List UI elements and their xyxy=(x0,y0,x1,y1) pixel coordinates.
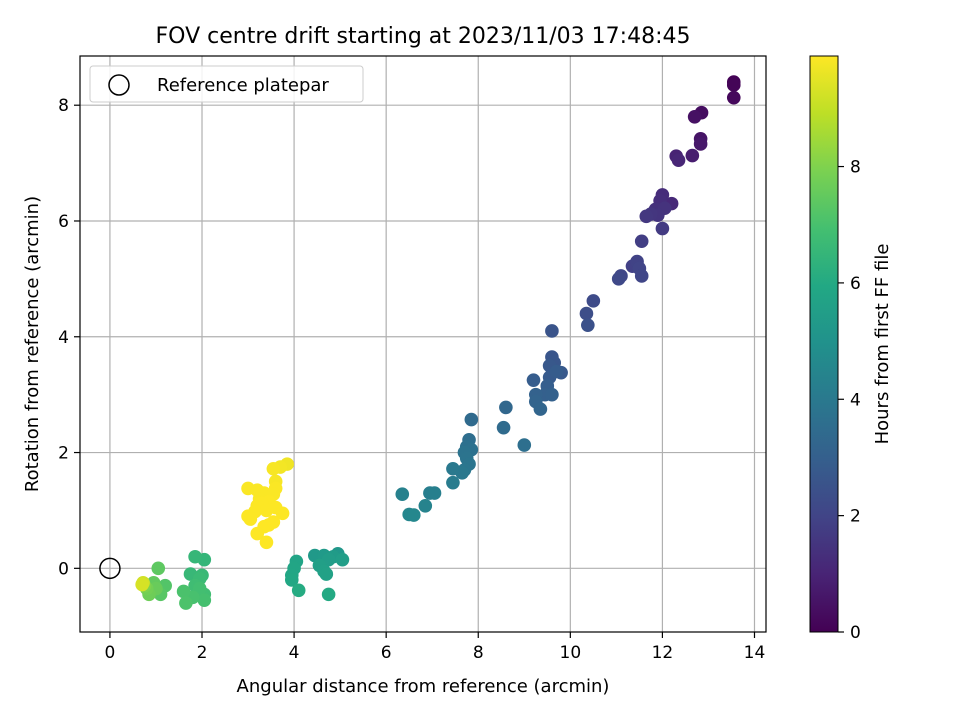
scatter-point xyxy=(545,387,559,402)
x-tick-label: 2 xyxy=(197,643,208,663)
scatter-point xyxy=(496,420,511,435)
scatter-point xyxy=(464,412,479,427)
legend-marker-icon xyxy=(108,74,130,96)
scatter-point xyxy=(151,561,166,576)
scatter-point xyxy=(671,153,686,168)
y-tick-label: 4 xyxy=(58,328,69,348)
scatter-point xyxy=(634,234,649,249)
scatter-point xyxy=(499,400,513,415)
scatter-point xyxy=(197,593,212,607)
scatter-point xyxy=(526,373,541,387)
scatter-point xyxy=(655,221,670,236)
scatter-point xyxy=(179,596,193,610)
scatter-point xyxy=(549,364,564,379)
scatter-point xyxy=(406,508,421,522)
colorbar-ticks: 0 2 4 6 8 xyxy=(838,158,861,643)
colorbar-tick-label: 8 xyxy=(850,158,861,178)
scatter-point xyxy=(726,90,741,105)
scatter-point xyxy=(579,306,594,321)
plot-frame xyxy=(79,55,767,633)
scatter-point xyxy=(427,486,442,500)
scatter-points xyxy=(135,75,741,610)
y-tick-label: 0 xyxy=(58,559,69,579)
scatter-point xyxy=(726,78,741,92)
scatter-point xyxy=(243,512,258,526)
chart-title: FOV centre drift starting at 2023/11/03 … xyxy=(156,24,691,49)
scatter-point xyxy=(266,461,281,476)
x-axis-ticks: 0 2 4 6 8 10 12 14 xyxy=(105,632,766,663)
colorbar-gradient xyxy=(809,55,839,633)
reference-platepar-marker xyxy=(99,557,121,580)
colorbar-tick-label: 4 xyxy=(850,390,861,410)
colorbar-tick-label: 0 xyxy=(850,623,861,643)
scatter-point xyxy=(687,109,702,124)
scatter-point xyxy=(291,583,306,598)
colorbar: 0 2 4 6 8 Hours from first FF file xyxy=(809,55,893,643)
scatter-point xyxy=(611,272,626,286)
x-tick-label: 10 xyxy=(560,643,582,663)
scatter-point xyxy=(418,499,433,513)
scatter-point xyxy=(545,324,559,338)
scatter-point xyxy=(250,526,265,541)
scatter-point xyxy=(634,269,649,283)
x-tick-label: 12 xyxy=(652,643,674,663)
legend: Reference platepar xyxy=(89,65,364,103)
scatter-point xyxy=(446,475,460,490)
scatter-point xyxy=(321,587,336,602)
scatter-point xyxy=(284,573,299,587)
scatter-point xyxy=(335,552,350,567)
scatter-point xyxy=(581,318,595,332)
scatter-point xyxy=(685,148,700,163)
x-tick-label: 4 xyxy=(289,643,300,663)
scatter-point xyxy=(639,209,654,224)
x-tick-label: 8 xyxy=(473,643,484,663)
colorbar-tick-label: 2 xyxy=(850,507,861,527)
y-axis-ticks: 0 2 4 6 8 xyxy=(58,96,80,579)
scatter-point xyxy=(319,567,334,581)
colorbar-label: Hours from first FF file xyxy=(872,244,893,445)
y-axis-label: Rotation from reference (arcmin) xyxy=(22,196,43,492)
grid-lines xyxy=(80,56,766,632)
scatter-point xyxy=(693,137,708,151)
x-axis-label: Angular distance from reference (arcmin) xyxy=(237,676,610,697)
scatter-point xyxy=(275,506,290,521)
x-tick-label: 0 xyxy=(105,643,116,663)
scatter-point xyxy=(188,549,202,564)
scatter-point xyxy=(176,584,191,599)
legend-box xyxy=(89,65,364,103)
y-tick-label: 8 xyxy=(58,96,69,116)
scatter-point xyxy=(395,487,410,502)
scatter-point xyxy=(135,577,149,592)
scatter-point xyxy=(446,461,460,476)
scatter-point xyxy=(266,515,281,529)
scatter-point xyxy=(259,535,274,550)
colorbar-tick-label: 6 xyxy=(850,274,861,294)
x-tick-label: 6 xyxy=(381,643,392,663)
legend-label: Reference platepar xyxy=(157,75,329,96)
scatter-point xyxy=(517,438,532,452)
y-tick-label: 2 xyxy=(58,444,69,464)
y-tick-label: 6 xyxy=(58,212,69,232)
scatter-point xyxy=(533,402,548,416)
scatter-point xyxy=(586,294,601,308)
x-tick-label: 14 xyxy=(744,643,766,663)
